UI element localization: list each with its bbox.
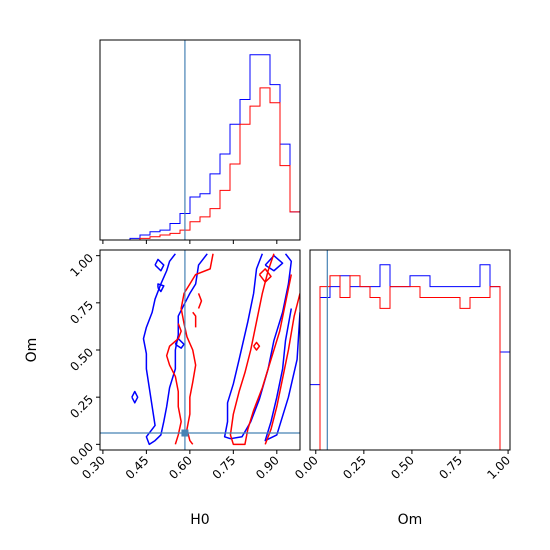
contour-line-red [258,268,272,283]
om-hist-x-tick-label: 0.25 [340,453,369,482]
om-hist-x-tick-label: 1.00 [484,453,513,482]
contour-line-red [197,293,203,309]
om-hist-x-tick-label: 0.75 [436,453,465,482]
contour-line-blue [142,253,208,446]
contour-x-tick-label: 0.45 [123,453,152,482]
h0-histogram-panel [99,39,301,244]
contour-lines [131,253,300,446]
y-axis-label-om: Om [24,338,40,363]
contour-y-tick-label: 0.50 [67,345,96,374]
contour-line-red [180,253,214,445]
om-hist-series-red [310,275,510,451]
contour-x-tick-label: 0.90 [253,453,282,482]
contour-line-blue [223,253,293,440]
contour-y-tick-label: 1.00 [67,251,96,280]
contour-line-blue [157,283,165,293]
om-hist-frame [309,249,511,451]
contour-line-blue [154,258,165,272]
contour-line-red [253,341,261,351]
contour-frame [99,249,301,451]
contour-line-blue [174,337,185,349]
x-axis-label-om: Om [398,512,423,528]
contour-line-red [229,253,293,446]
h0-hist-series-blue [100,54,301,241]
contour-y-tick-label: 0.25 [67,392,96,421]
truth-marker [181,429,189,437]
contour-line-red [264,293,300,445]
h0-hist-series-red [100,87,301,241]
contour-y-tick-label: 0.75 [67,298,96,327]
contour-line-red [165,323,182,445]
om-histogram-panel: 0.00 0.25 0.50 0.75 1.00 [292,249,513,482]
h0-om-contour-panel: 0.30 0.45 0.60 0.75 0.900.000.250.500.751.00 [67,249,301,482]
contour-line-blue [264,308,300,442]
om-hist-x-tick-label: 0.50 [388,453,417,482]
x-axis-label-h0: H0 [190,512,209,528]
contour-line-blue [131,390,139,404]
h0-hist-frame [99,39,301,241]
contour-line-red [192,311,197,328]
om-hist-x-tick-label: 0.00 [292,453,321,482]
contour-x-tick-label: 0.75 [210,453,239,482]
contour-x-tick-label: 0.60 [166,453,195,482]
contour-line-blue [264,254,284,272]
